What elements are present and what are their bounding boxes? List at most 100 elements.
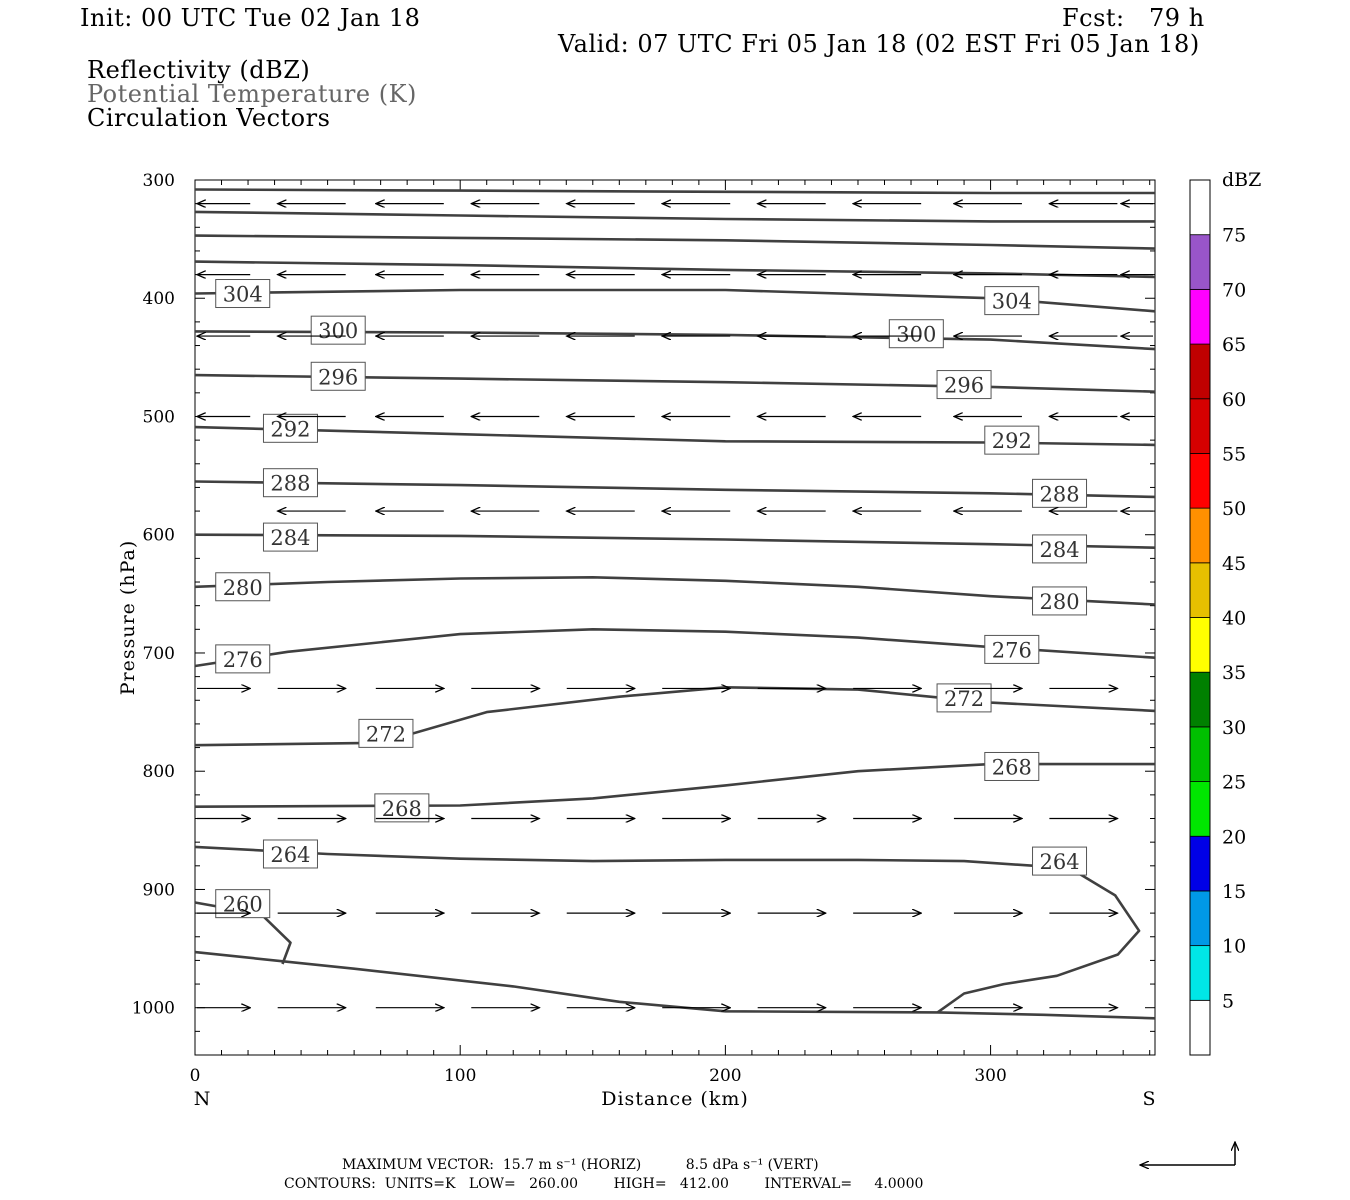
colorbar-swatch — [1189, 234, 1211, 290]
contour-label: 276 — [223, 648, 263, 672]
colorbar-swatch — [1189, 507, 1211, 564]
contour-line-296 — [194, 373, 1156, 393]
contour-label: 272 — [366, 722, 406, 746]
contour-label: 280 — [1039, 590, 1079, 614]
colorbar-level-label: 40 — [1222, 608, 1246, 630]
x-axis-label: Distance (km) — [601, 1088, 749, 1110]
contour-label: 292 — [270, 417, 310, 441]
colorbar-swatch — [1189, 288, 1211, 345]
max-vector-note: MAXIMUM VECTOR: 15.7 m s⁻¹ (HORIZ) 8.5 d… — [342, 1157, 819, 1173]
contour-label: 300 — [896, 323, 936, 347]
contour-label: 276 — [992, 638, 1032, 662]
contour-label: 296 — [318, 365, 358, 389]
contour-line-304 — [194, 288, 1156, 313]
contour-label-box — [1032, 846, 1088, 876]
colorbar-level-label: 65 — [1222, 334, 1246, 356]
contour-label: 296 — [944, 374, 984, 398]
colorbar-swatch — [1189, 398, 1211, 454]
contour-label: 300 — [318, 319, 358, 343]
forecast-hour: Fcst: 79 h — [1062, 4, 1205, 32]
colorbar-unit: dBZ — [1222, 169, 1261, 191]
colorbar-frame — [1189, 179, 1211, 1056]
colorbar-swatch — [1189, 835, 1211, 892]
contour-line-288 — [194, 480, 1156, 499]
contour-line-300 — [194, 330, 1156, 351]
x-tick-label: 0 — [190, 1066, 201, 1086]
y-tick-label: 700 — [143, 644, 175, 664]
contour-label: 264 — [1039, 850, 1079, 874]
contour-label-box — [215, 644, 271, 674]
y-tick-label: 900 — [143, 880, 175, 900]
contour-label: 292 — [992, 429, 1032, 453]
contour-line-264 — [194, 845, 1141, 1014]
contour-line-276 — [194, 628, 1156, 668]
contour-label-box — [215, 572, 271, 602]
contour-label: 272 — [944, 687, 984, 711]
contour-label-box — [358, 718, 414, 748]
colorbar-level-label: 5 — [1222, 990, 1234, 1012]
init-time: Init: 00 UTC Tue 02 Jan 18 — [80, 4, 421, 32]
field-label-potential-temperature: Potential Temperature (K) — [87, 80, 417, 108]
colorbar-swatch — [1189, 945, 1211, 1001]
contour-label-box — [262, 522, 318, 552]
contour-label: 284 — [270, 526, 310, 550]
contour-line-unlabeled — [194, 950, 1156, 1020]
colorbar-swatch — [1189, 999, 1211, 1056]
colorbar-swatch — [1189, 617, 1211, 673]
colorbar-level-label: 50 — [1222, 498, 1246, 520]
contour-label-box — [262, 839, 318, 869]
contour-label: 304 — [223, 283, 263, 307]
colorbar-level-label: 75 — [1222, 225, 1246, 247]
contour-line-unlabeled — [194, 234, 1156, 250]
colorbar-level-label: 15 — [1222, 881, 1246, 903]
colorbar-level-label: 20 — [1222, 826, 1246, 848]
y-axis-label: Pressure (hPa) — [117, 540, 139, 696]
colorbar-level-label: 45 — [1222, 553, 1246, 575]
contour-line-280 — [194, 576, 1156, 606]
y-tick-label: 500 — [143, 407, 175, 427]
end-label-south: S — [1142, 1088, 1155, 1110]
contour-label-box — [262, 468, 318, 498]
colorbar-swatch — [1189, 179, 1211, 236]
contour-label-box — [888, 319, 944, 349]
contour-line-284 — [194, 533, 1156, 549]
contour-label-box — [215, 279, 271, 309]
contour-line-unlabeled — [194, 210, 1155, 223]
contour-label-box — [984, 751, 1040, 781]
colorbar-level-label: 60 — [1222, 389, 1246, 411]
colorbar-swatch — [1189, 671, 1211, 728]
contour-label-box — [1032, 586, 1088, 616]
contour-label-box — [310, 315, 366, 345]
contour-label: 280 — [223, 576, 263, 600]
valid-time: Valid: 07 UTC Fri 05 Jan 18 (02 EST Fri … — [558, 30, 1200, 58]
contour-label-box — [984, 425, 1040, 455]
colorbar-level-label: 10 — [1222, 936, 1246, 958]
y-tick-label: 1000 — [132, 999, 175, 1019]
y-tick-label: 800 — [143, 762, 175, 782]
x-tick-label: 300 — [974, 1066, 1006, 1086]
colorbar-swatch — [1189, 890, 1211, 947]
contour-label-box — [984, 634, 1040, 664]
plot-frame — [194, 179, 1156, 1056]
y-tick-label: 300 — [143, 171, 175, 191]
colorbar-level-label: 35 — [1222, 662, 1246, 684]
contour-label-box — [374, 793, 430, 823]
contour-label: 284 — [1039, 538, 1079, 562]
y-tick-label: 600 — [143, 526, 175, 546]
contour-label-box — [936, 370, 992, 400]
contour-line-unlabeled — [194, 188, 1155, 195]
x-tick-label: 200 — [709, 1066, 741, 1086]
contour-label-box — [262, 413, 318, 443]
colorbar-swatch — [1189, 781, 1211, 837]
y-tick-label: 400 — [143, 289, 175, 309]
colorbar-level-label: 25 — [1222, 772, 1246, 794]
field-label-circulation-vectors: Circulation Vectors — [87, 104, 331, 132]
contour-info: CONTOURS: UNITS=K LOW= 260.00 HIGH= 412.… — [284, 1176, 924, 1192]
colorbar-swatch — [1189, 562, 1211, 618]
colorbar-swatch — [1189, 726, 1211, 782]
contour-line-292 — [194, 425, 1156, 447]
contour-line-unlabeled — [194, 260, 1156, 279]
contour-label: 304 — [992, 290, 1032, 314]
end-label-north: N — [194, 1088, 211, 1110]
